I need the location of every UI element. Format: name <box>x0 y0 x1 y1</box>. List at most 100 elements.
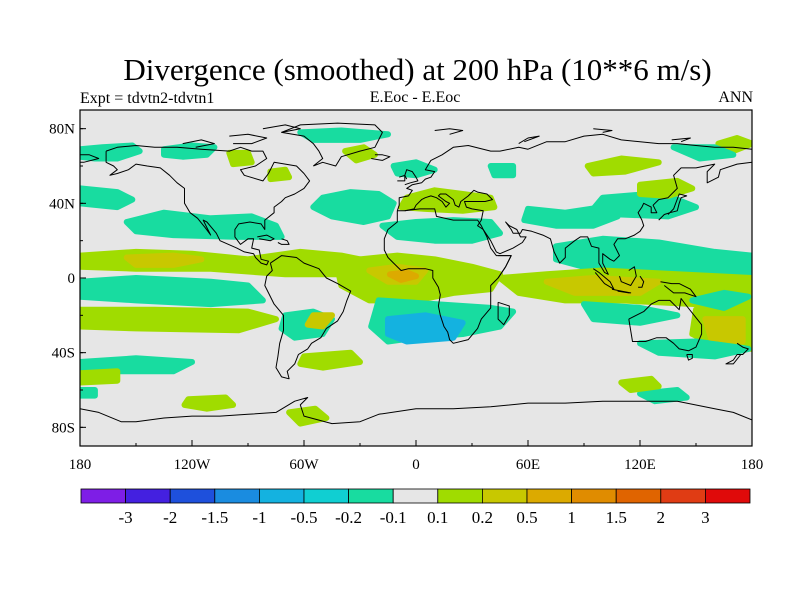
colorbar-label: -1.5 <box>201 508 228 527</box>
contour-region <box>304 312 335 330</box>
coastline <box>658 193 688 221</box>
colorbar-label: -2 <box>163 508 177 527</box>
colorbar-label: -0.2 <box>335 508 362 527</box>
contour-region <box>584 155 662 177</box>
coastline <box>671 137 691 143</box>
lon-tick-label: 60W <box>289 457 319 473</box>
contour-region <box>618 375 662 393</box>
coastline <box>257 234 275 242</box>
contour-region <box>581 301 681 326</box>
contour-region <box>161 142 218 160</box>
contour-region <box>80 368 121 386</box>
colorbar-label: 0.2 <box>472 508 493 527</box>
lat-tick-label: 40N <box>49 196 75 212</box>
contour-region <box>310 189 397 225</box>
coastline <box>497 301 510 326</box>
contour-region <box>670 144 737 162</box>
colorbar-label: 1 <box>567 508 576 527</box>
coastline <box>229 133 268 145</box>
colorbar-label: 3 <box>701 508 710 527</box>
colorbar-label: 1.5 <box>606 508 627 527</box>
lon-tick-label: 120W <box>174 457 212 473</box>
colorbar-label: 2 <box>657 508 666 527</box>
coastline <box>638 275 645 288</box>
contour-region <box>637 338 752 360</box>
colorbar-swatch <box>258 488 305 504</box>
contour-region <box>487 163 517 179</box>
coastline <box>611 288 632 294</box>
contour-region <box>637 387 690 405</box>
coastline <box>80 397 752 425</box>
colorbar-swatch <box>571 488 617 504</box>
colorbar-label: 0.1 <box>427 508 448 527</box>
colorbar <box>80 488 751 504</box>
contour-region <box>297 127 391 143</box>
contour-region <box>715 135 752 155</box>
contour-region <box>80 387 98 399</box>
coastline <box>518 135 540 145</box>
contour-region <box>386 269 419 283</box>
coastline <box>277 238 290 245</box>
lon-tick-label: 120E <box>624 457 656 473</box>
colorbar-swatch <box>80 488 126 504</box>
coastline <box>686 354 693 361</box>
coastline <box>660 281 697 298</box>
lon-tick-label: 60E <box>516 457 540 473</box>
plot-title: Divergence (smoothed) at 200 hPa (10**6 … <box>123 52 712 87</box>
colorbar-swatch <box>437 488 483 504</box>
longitude-axis: 180 120W 60W 0 60E 120E 180 <box>69 440 764 473</box>
coastline-layer <box>80 122 752 425</box>
case-label: E.Eoc - E.Eoc <box>369 89 461 106</box>
colorbar-swatch <box>705 488 751 504</box>
coastline <box>262 124 301 133</box>
coastline <box>396 133 752 211</box>
lat-tick-label: 40S <box>52 346 75 362</box>
contour-region <box>390 159 438 179</box>
contour-region <box>637 177 696 199</box>
coastline <box>593 128 613 133</box>
experiment-label: Expt = tdvtn2-tdvtn1 <box>80 90 215 107</box>
colorbar-label: 0.5 <box>516 508 537 527</box>
contour-region <box>80 185 136 211</box>
lon-tick-label: 180 <box>741 457 764 473</box>
contour-region <box>80 275 266 308</box>
coastline <box>619 266 637 286</box>
coastline <box>497 255 512 279</box>
coastline <box>434 128 464 135</box>
contour-region <box>379 217 503 244</box>
colorbar-swatch <box>481 488 528 504</box>
colorbar-labels: -3 -2 -1.5 -1 -0.5 -0.2 -0.1 0.1 0.2 0.5 1 1.5 2 3 <box>119 508 710 527</box>
coastline <box>105 145 311 266</box>
lon-tick-label: 180 <box>69 457 92 473</box>
latitude-axis: 80N 40N 0 40S 80S <box>49 122 86 436</box>
contour-region <box>80 142 143 162</box>
contour-region <box>181 394 237 412</box>
contour-region <box>123 209 285 240</box>
coastline <box>281 122 383 167</box>
colorbar-swatch <box>169 488 216 504</box>
coastline <box>264 255 352 380</box>
contour-region <box>80 306 279 334</box>
coastline <box>593 268 615 290</box>
coastline <box>628 298 703 352</box>
colorbar-swatch <box>526 488 572 504</box>
contour-region <box>123 252 205 268</box>
season-label: ANN <box>718 89 753 106</box>
lat-tick-label: 80N <box>49 122 75 138</box>
colorbar-swatch <box>348 488 394 504</box>
contour-region <box>689 289 752 311</box>
contour-region <box>226 149 255 168</box>
lon-tick-label: 0 <box>412 457 420 473</box>
coastline <box>80 154 100 163</box>
colorbar-swatch <box>125 488 171 504</box>
colorbar-label: -1 <box>252 508 266 527</box>
coastline <box>383 208 512 344</box>
colorbar-swatch <box>214 488 260 504</box>
colorbar-swatch <box>303 488 349 504</box>
colorbar-swatch <box>615 488 662 504</box>
contour-region <box>702 316 746 345</box>
colorbar-label: -0.1 <box>380 508 407 527</box>
lat-tick-label: 80S <box>52 420 75 436</box>
contour-region <box>553 235 752 276</box>
